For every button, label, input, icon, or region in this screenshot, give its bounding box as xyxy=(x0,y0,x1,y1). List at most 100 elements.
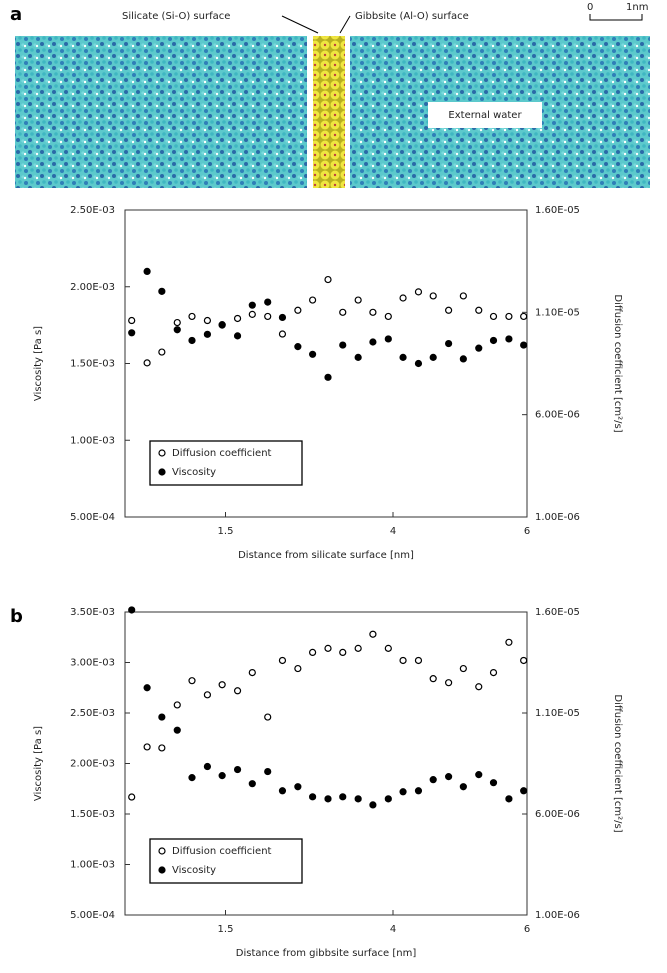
data-point xyxy=(143,684,151,692)
data-point xyxy=(143,267,151,275)
data-point xyxy=(264,713,272,721)
data-point xyxy=(445,679,453,687)
y2-tick-label: 1.00E-06 xyxy=(535,512,580,523)
data-point xyxy=(128,329,136,337)
data-point xyxy=(369,630,377,638)
data-point xyxy=(188,336,196,345)
data-point xyxy=(384,312,392,321)
data-point xyxy=(489,312,498,321)
y-tick-label: 3.50E-03 xyxy=(70,607,115,618)
x-tick-label: 4 xyxy=(390,526,396,537)
data-point xyxy=(445,339,453,348)
data-point xyxy=(294,343,302,351)
arrow xyxy=(339,15,351,34)
data-point xyxy=(264,767,272,776)
water-label: External water xyxy=(448,110,522,121)
data-point xyxy=(369,801,377,809)
data-point xyxy=(173,726,181,734)
data-point xyxy=(475,344,483,352)
data-point xyxy=(248,668,256,677)
data-point xyxy=(489,336,498,345)
water-region xyxy=(15,36,307,188)
data-point xyxy=(384,644,392,652)
data-point xyxy=(489,779,498,787)
scale-label: 1nm xyxy=(626,2,648,13)
x-tick-label: 6 xyxy=(524,924,530,935)
y-tick-label: 1.50E-03 xyxy=(70,809,115,820)
data-point xyxy=(414,656,423,665)
data-point xyxy=(294,664,302,673)
data-point xyxy=(475,771,483,779)
data-point xyxy=(158,287,166,295)
y2-tick-label: 1.60E-05 xyxy=(535,607,580,618)
y-tick-label: 5.00E-04 xyxy=(70,512,115,523)
data-point xyxy=(294,306,302,314)
data-point xyxy=(354,353,362,361)
x-tick-label: 1.5 xyxy=(218,526,234,537)
data-point xyxy=(339,308,347,316)
legend-marker xyxy=(158,866,166,874)
y2-tick-label: 1.10E-05 xyxy=(535,307,580,318)
data-point xyxy=(188,312,196,321)
data-point xyxy=(143,359,151,367)
data-point xyxy=(505,638,513,646)
y-tick-label: 1.00E-03 xyxy=(70,860,115,871)
legend-marker xyxy=(158,468,166,476)
y2-axis-label: Diffusion coefficient [cm²/s] xyxy=(612,694,623,832)
data-point xyxy=(278,313,287,322)
y-tick-label: 1.50E-03 xyxy=(70,359,115,370)
y-tick-label: 2.50E-03 xyxy=(70,205,115,216)
data-point xyxy=(203,691,212,699)
data-point xyxy=(354,644,362,652)
data-point xyxy=(429,292,437,300)
data-point xyxy=(445,306,453,314)
data-point xyxy=(489,668,498,677)
y-tick-label: 3.00E-03 xyxy=(70,658,115,669)
data-point xyxy=(128,316,136,325)
panel-label: b xyxy=(10,606,23,627)
data-point xyxy=(369,338,377,346)
legend-marker xyxy=(158,847,166,855)
data-point xyxy=(399,294,407,302)
arrow xyxy=(281,15,319,34)
data-point xyxy=(354,795,362,803)
data-point xyxy=(278,330,287,338)
legend-label: Diffusion coefficient xyxy=(172,448,272,459)
data-point xyxy=(264,312,272,321)
data-point xyxy=(158,713,166,721)
data-point xyxy=(278,656,287,665)
data-point xyxy=(218,681,226,689)
data-point xyxy=(233,765,242,774)
data-point xyxy=(218,321,226,329)
data-point xyxy=(399,353,407,361)
y-axis-label: Viscosity [Pa s] xyxy=(33,726,44,801)
data-point xyxy=(429,776,437,784)
data-point xyxy=(188,677,196,685)
data-point xyxy=(520,787,528,795)
data-point xyxy=(339,793,347,801)
data-point xyxy=(248,310,256,318)
x-axis-label: Distance from silicate surface [nm] xyxy=(238,550,414,561)
data-point xyxy=(218,772,226,780)
surface-label: Gibbsite (Al-O) surface xyxy=(355,11,469,22)
data-point xyxy=(188,774,196,782)
legend-box xyxy=(149,838,303,884)
data-point xyxy=(384,795,392,803)
data-point xyxy=(294,783,302,791)
data-point xyxy=(520,341,528,349)
data-point xyxy=(354,296,362,304)
data-point xyxy=(324,795,332,803)
data-point xyxy=(414,787,423,795)
legend-box xyxy=(149,440,303,486)
data-point xyxy=(369,308,377,316)
y-tick-label: 2.00E-03 xyxy=(70,759,115,770)
charts: 5.00E-04 1.00E-03 1.50E-03 2.00E-03 2.50E-03… xyxy=(10,205,623,959)
data-point xyxy=(324,644,332,652)
y2-tick-label: 1.60E-05 xyxy=(535,205,580,216)
data-point xyxy=(459,664,467,673)
data-point xyxy=(459,783,467,791)
data-point xyxy=(173,318,181,327)
data-point xyxy=(505,795,513,803)
